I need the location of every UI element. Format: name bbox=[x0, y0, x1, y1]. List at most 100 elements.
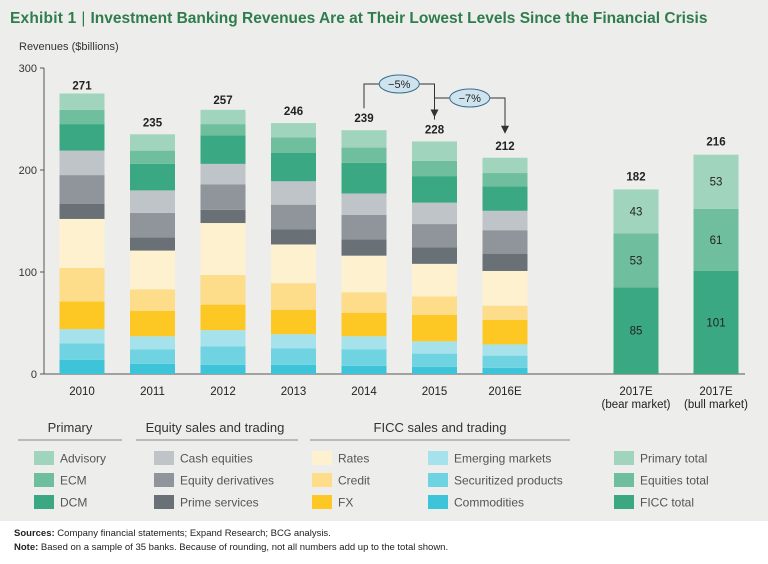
legend-swatch bbox=[34, 495, 54, 509]
bar-segment-securitized-products bbox=[200, 346, 246, 365]
bar-total-label: 271 bbox=[72, 81, 92, 93]
bar-segment-ecm bbox=[59, 109, 105, 125]
bar-segment-equity-derivatives bbox=[341, 214, 387, 240]
note-line: Note: Based on a sample of 35 banks. Bec… bbox=[14, 541, 448, 555]
legend-label: Cash equities bbox=[180, 452, 253, 466]
bar-segment-securitized-products bbox=[341, 349, 387, 366]
forecast-x-tick-label: (bull market) bbox=[684, 399, 748, 411]
bar-segment-rates bbox=[412, 263, 457, 297]
bar-segment-fx bbox=[412, 314, 457, 342]
bar-segment-prime-services bbox=[200, 209, 246, 224]
forecast-segment-ficc-total bbox=[693, 270, 739, 374]
forecast-segment-label: 61 bbox=[710, 235, 723, 247]
legend-swatch bbox=[614, 495, 634, 509]
bar-segment-fx bbox=[271, 309, 316, 335]
bar-segment-ecm bbox=[412, 160, 457, 177]
legend-swatch bbox=[614, 473, 634, 487]
bar-segment-advisory bbox=[482, 157, 528, 174]
x-tick-label: 2011 bbox=[140, 386, 165, 398]
legend-swatch bbox=[614, 451, 634, 465]
legend-swatch bbox=[34, 473, 54, 487]
bar-segment-rates bbox=[200, 223, 246, 276]
change-label: −5% bbox=[388, 79, 411, 91]
y-axis-title: Revenues ($billions) bbox=[19, 41, 119, 53]
legend-group-title: FICC sales and trading bbox=[374, 420, 507, 435]
bar-segment-prime-services bbox=[482, 253, 528, 271]
x-tick-label: 2016E bbox=[488, 386, 522, 398]
bar-segment-rates bbox=[271, 244, 316, 284]
bar-segment-dcm bbox=[200, 135, 246, 164]
bar-segment-emerging-markets bbox=[341, 336, 387, 350]
bar-segment-fx bbox=[130, 310, 175, 337]
bar-segment-rates bbox=[482, 270, 528, 306]
x-tick-label: 2015 bbox=[422, 386, 448, 398]
bar-segment-dcm bbox=[271, 152, 316, 182]
y-tick-label: 100 bbox=[19, 267, 37, 279]
change-badge bbox=[449, 88, 491, 108]
bar-segment-commodities bbox=[130, 363, 175, 374]
forecast-segment-label: 101 bbox=[706, 317, 725, 329]
bar-total-label: 212 bbox=[495, 141, 514, 153]
bar-segment-credit bbox=[130, 289, 175, 311]
legend-swatch bbox=[428, 451, 448, 465]
y-tick-label: 300 bbox=[19, 63, 37, 75]
forecast-segment-label: 85 bbox=[630, 326, 643, 338]
bar-segment-advisory bbox=[59, 93, 105, 110]
bar-segment-ecm bbox=[271, 137, 316, 153]
bar-segment-equity-derivatives bbox=[200, 184, 246, 210]
y-tick-label: 0 bbox=[31, 369, 37, 381]
legend-swatch bbox=[312, 451, 332, 465]
bar-segment-credit bbox=[412, 296, 457, 315]
legend-label: Rates bbox=[338, 452, 369, 466]
bar-segment-prime-services bbox=[271, 229, 316, 245]
bar-segment-commodities bbox=[200, 364, 246, 374]
forecast-x-tick-label: 2017E bbox=[699, 386, 733, 398]
legend-group-title: Primary bbox=[48, 420, 93, 435]
bar-total-label: 228 bbox=[425, 124, 445, 136]
bar-segment-commodities bbox=[271, 364, 316, 374]
exhibit-label: Exhibit 1 bbox=[10, 10, 77, 27]
bar-segment-cash-equities bbox=[482, 210, 528, 231]
forecast-x-tick-label: (bear market) bbox=[601, 399, 670, 411]
bar-segment-equity-derivatives bbox=[59, 175, 105, 204]
bar-segment-credit bbox=[271, 283, 316, 310]
bar-total-label: 239 bbox=[354, 113, 373, 125]
bar-segment-advisory bbox=[200, 109, 246, 125]
legend-swatch bbox=[154, 495, 174, 509]
forecast-x-tick-label: 2017E bbox=[619, 386, 653, 398]
bar-segment-dcm bbox=[130, 163, 175, 191]
bar-segment-rates bbox=[130, 250, 175, 290]
bar-segment-ecm bbox=[200, 124, 246, 136]
header-divider: | bbox=[81, 10, 86, 27]
bar-segment-dcm bbox=[482, 186, 528, 211]
bar-segment-equity-derivatives bbox=[271, 204, 316, 230]
x-tick-label: 2012 bbox=[210, 386, 236, 398]
change-badge bbox=[378, 74, 420, 94]
bar-segment-securitized-products bbox=[59, 343, 105, 360]
x-tick-label: 2010 bbox=[69, 386, 95, 398]
legend-swatch bbox=[154, 473, 174, 487]
legend-swatch bbox=[312, 495, 332, 509]
chart-svg: 0 100 200 300 271 2010 235 2011 257 2012 246 2013 23… bbox=[18, 63, 748, 510]
legend-label: FX bbox=[338, 496, 353, 510]
bar-segment-securitized-products bbox=[412, 353, 457, 367]
bar-segment-advisory bbox=[412, 141, 457, 161]
forecast-total-label: 182 bbox=[626, 171, 645, 183]
forecast-segment-primary-total bbox=[693, 154, 739, 209]
bar-segment-credit bbox=[482, 305, 528, 320]
bar-segment-prime-services bbox=[130, 237, 175, 251]
forecast-segment-label: 43 bbox=[630, 206, 643, 218]
forecast-segment-equities-total bbox=[613, 233, 659, 288]
forecast-segment-equities-total bbox=[693, 208, 739, 271]
forecast-segment-primary-total bbox=[613, 189, 659, 234]
legend-label: Equity derivatives bbox=[180, 474, 274, 488]
legend-label: Securitized products bbox=[454, 474, 563, 488]
change-arrowhead bbox=[501, 125, 509, 134]
x-tick-label: 2013 bbox=[281, 386, 307, 398]
bar-segment-fx bbox=[59, 301, 105, 330]
forecast-segment-ficc-total bbox=[613, 287, 659, 374]
sources-line: Sources: Company financial statements; E… bbox=[14, 527, 448, 541]
bar-segment-dcm bbox=[59, 124, 105, 151]
bar-segment-credit bbox=[341, 292, 387, 313]
bar-segment-ecm bbox=[482, 173, 528, 187]
